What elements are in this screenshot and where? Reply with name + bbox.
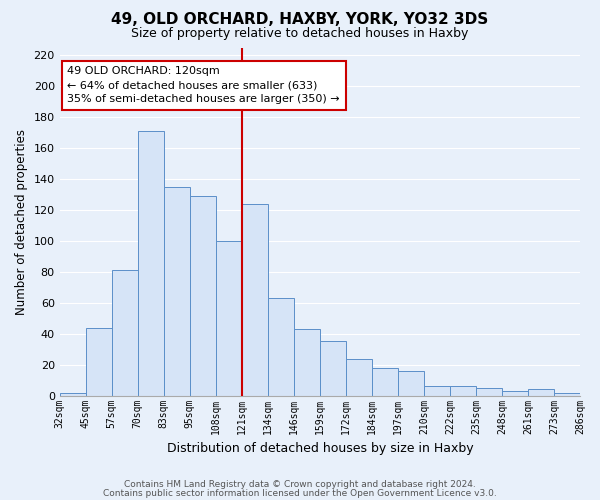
Bar (138, 131, 164, 396)
Bar (398, 371, 424, 396)
Bar (268, 298, 294, 396)
Text: Size of property relative to detached houses in Haxby: Size of property relative to detached ho… (131, 28, 469, 40)
Bar (216, 241, 242, 396)
Bar (164, 187, 190, 396)
Bar (554, 392, 580, 396)
Bar (476, 388, 502, 396)
Bar (242, 204, 268, 396)
Text: 49, OLD ORCHARD, HAXBY, YORK, YO32 3DS: 49, OLD ORCHARD, HAXBY, YORK, YO32 3DS (112, 12, 488, 28)
Bar (528, 390, 554, 396)
Bar (346, 358, 372, 396)
Y-axis label: Number of detached properties: Number of detached properties (15, 128, 28, 314)
Text: Contains HM Land Registry data © Crown copyright and database right 2024.: Contains HM Land Registry data © Crown c… (124, 480, 476, 489)
X-axis label: Distribution of detached houses by size in Haxby: Distribution of detached houses by size … (167, 442, 473, 455)
Bar (320, 342, 346, 396)
Text: Contains public sector information licensed under the Open Government Licence v3: Contains public sector information licen… (103, 490, 497, 498)
Bar (86, 328, 112, 396)
Bar (190, 196, 216, 396)
Bar (502, 391, 528, 396)
Text: 49 OLD ORCHARD: 120sqm
← 64% of detached houses are smaller (633)
35% of semi-de: 49 OLD ORCHARD: 120sqm ← 64% of detached… (67, 66, 340, 104)
Bar (294, 329, 320, 396)
Bar (372, 368, 398, 396)
Bar (59, 392, 86, 396)
Bar (450, 386, 476, 396)
Bar (424, 386, 450, 396)
Bar (112, 270, 138, 396)
